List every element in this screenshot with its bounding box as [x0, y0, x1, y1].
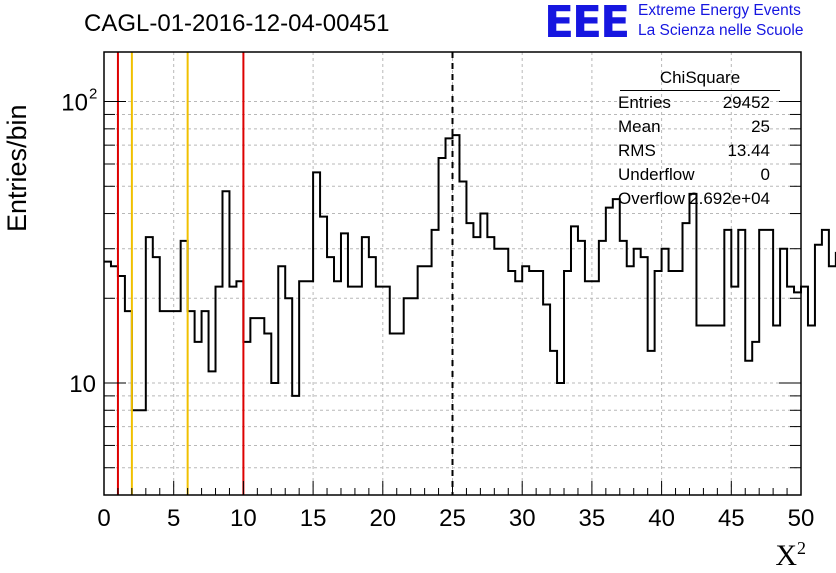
stats-value: 13.44 — [727, 141, 770, 160]
eee-logo: EEE — [544, 0, 630, 48]
x-tick-label: 0 — [97, 505, 110, 532]
stats-value: 0 — [760, 165, 770, 184]
x-tick-label: 45 — [718, 505, 745, 532]
x-tick-label: 15 — [300, 505, 327, 532]
y-tick-label: 10 — [61, 90, 88, 117]
stats-row-overflow: Overflow 2.692e+04 — [612, 187, 784, 211]
x-tick-label: 35 — [579, 505, 606, 532]
x-tick-label: 5 — [167, 505, 180, 532]
stats-box: ChiSquare Entries 29452 Mean 25 RMS 13.44 U… — [612, 66, 784, 211]
stats-value: 2.692e+04 — [689, 189, 770, 208]
x-axis-label-base: X — [775, 539, 797, 572]
stats-value: 25 — [751, 117, 770, 136]
y-tick-label-exponent: 2 — [89, 86, 97, 103]
x-tick-label: 40 — [648, 505, 675, 532]
x-axis-label: X2 — [775, 538, 806, 573]
histogram-series — [104, 134, 836, 412]
x-tick-label: 10 — [230, 505, 257, 532]
stats-label: Entries — [618, 93, 671, 112]
x-tick-label: 25 — [439, 505, 466, 532]
x-axis-label-superscript: 2 — [797, 538, 806, 558]
stats-row-entries: Entries 29452 — [612, 91, 784, 115]
y-tick-label: 10 — [69, 371, 96, 398]
stats-label: Mean — [618, 117, 661, 136]
x-tick-label: 50 — [788, 505, 815, 532]
stats-row-rms: RMS 13.44 — [612, 139, 784, 163]
stats-label: Overflow — [618, 189, 686, 208]
run-title: CAGL-01-2016-12-04-00451 — [84, 10, 390, 37]
stats-row-mean: Mean 25 — [612, 115, 784, 139]
logo-subtitle-line1: Extreme Energy Events — [638, 2, 801, 19]
stats-label: RMS — [618, 141, 656, 160]
stats-value: 29452 — [722, 93, 770, 112]
y-axis-label: Entries/bin — [2, 104, 32, 232]
stats-label: Underflow — [618, 165, 695, 184]
x-tick-label: 20 — [369, 505, 396, 532]
x-tick-label: 30 — [509, 505, 536, 532]
logo-subtitle-line2: La Scienza nelle Scuole — [638, 22, 804, 39]
stats-title: ChiSquare — [620, 66, 780, 91]
stats-row-underflow: Underflow 0 — [612, 163, 784, 187]
